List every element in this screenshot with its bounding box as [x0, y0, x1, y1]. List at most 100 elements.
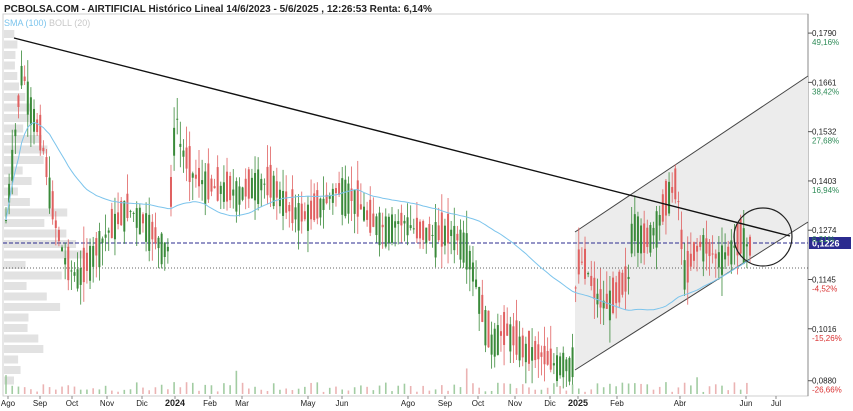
candle-body: [291, 189, 294, 224]
candle-body: [138, 207, 141, 235]
volume-bar: [534, 389, 537, 394]
volume-bar: [148, 390, 150, 394]
candle-body: [549, 348, 552, 370]
volume-bar: [235, 370, 238, 394]
candle-body: [658, 215, 661, 226]
candle-body: [194, 174, 197, 179]
y-tick-pct: -26,66%: [812, 386, 842, 395]
volume-bar: [640, 383, 642, 394]
volume-bar: [210, 385, 213, 394]
candle-body: [574, 287, 577, 289]
volume-profile-bar: [4, 303, 61, 311]
volume-profile-bar: [4, 334, 39, 343]
candle-body: [372, 213, 375, 227]
candle-body: [17, 95, 20, 107]
y-tick-pct: 27,68%: [812, 137, 839, 146]
candle-body: [499, 331, 502, 336]
candle-body: [322, 198, 325, 211]
candle-body: [213, 186, 216, 189]
volume-bar: [279, 389, 281, 394]
volume-bar: [472, 383, 474, 394]
volume-bar: [708, 386, 711, 394]
volume-bar: [397, 385, 400, 394]
price-channel: [575, 76, 808, 370]
y-tick-label: 0,1661: [812, 78, 837, 87]
volume-bar: [727, 390, 730, 394]
volume-bar: [652, 389, 655, 394]
candle-body: [428, 224, 431, 241]
candle-body: [294, 207, 297, 220]
volume-profile-bar: [4, 292, 47, 301]
candle-body: [8, 183, 11, 203]
candle-body: [98, 230, 101, 268]
candle-body: [204, 171, 207, 205]
candle-body: [244, 178, 247, 197]
volume-bar: [241, 382, 244, 394]
candle-body: [733, 245, 736, 248]
candle-body: [736, 223, 739, 256]
volume-bar: [702, 391, 705, 394]
volume-bar: [739, 389, 742, 394]
volume-bars: [5, 368, 748, 394]
y-tick-pct: 6,21%: [812, 235, 835, 244]
candle-body: [559, 356, 562, 376]
candle-body: [552, 363, 555, 366]
volume-bar: [30, 389, 32, 394]
candle-body: [453, 225, 456, 251]
candle-body: [471, 262, 474, 282]
candle-body: [699, 241, 702, 247]
candle-body: [443, 225, 446, 246]
candle-body: [434, 222, 437, 258]
candle-body: [727, 246, 730, 256]
candle-body: [437, 225, 440, 241]
sma-legend-label[interactable]: SMA (100): [4, 18, 47, 28]
candle-body: [104, 234, 107, 238]
volume-profile-bar: [4, 366, 21, 374]
candle-body: [714, 253, 717, 259]
candle-body: [269, 164, 272, 198]
candle-body: [671, 187, 674, 193]
candle-body: [674, 168, 677, 200]
volume-bar: [291, 390, 294, 394]
volume-bar: [416, 391, 418, 394]
candle-body: [107, 230, 110, 233]
boll-legend-label[interactable]: BOLL (20): [49, 18, 91, 28]
candle-body: [475, 279, 478, 288]
volume-bar: [310, 382, 312, 394]
candle-body: [110, 208, 113, 238]
candle-body: [493, 328, 496, 357]
volume-bar: [677, 387, 680, 394]
candle-body: [306, 204, 309, 231]
candle-body: [577, 249, 580, 275]
candle-body: [297, 202, 300, 231]
candle-body: [182, 150, 185, 157]
volume-bar: [167, 389, 169, 394]
volume-bar: [665, 382, 667, 394]
candle-body: [431, 234, 434, 236]
candle-body: [334, 188, 337, 194]
candle-body: [70, 270, 73, 272]
candle-body: [266, 166, 269, 196]
candle-body: [20, 65, 23, 86]
candle-body: [117, 212, 120, 225]
candle-body: [705, 238, 708, 254]
candle-body: [191, 173, 194, 178]
candle-body: [496, 325, 499, 355]
volume-bar: [733, 382, 736, 394]
y-tick-label: 0,1532: [812, 128, 837, 137]
y-tick-label: 0,1403: [812, 177, 837, 186]
volume-bar: [559, 385, 561, 394]
candle-body: [73, 272, 76, 276]
candle-body: [565, 359, 568, 372]
candle-body: [462, 232, 465, 263]
y-tick-label: 0,0880: [812, 377, 837, 386]
volume-bar: [316, 382, 319, 394]
y-tick-pct: 16,94%: [812, 186, 839, 195]
candle-body: [555, 355, 558, 382]
candle-body: [39, 114, 42, 151]
volume-bar: [341, 389, 344, 394]
candle-body: [646, 227, 649, 248]
volume-bar: [577, 388, 580, 394]
volume-bar: [142, 387, 144, 394]
volume-bar: [17, 386, 20, 394]
